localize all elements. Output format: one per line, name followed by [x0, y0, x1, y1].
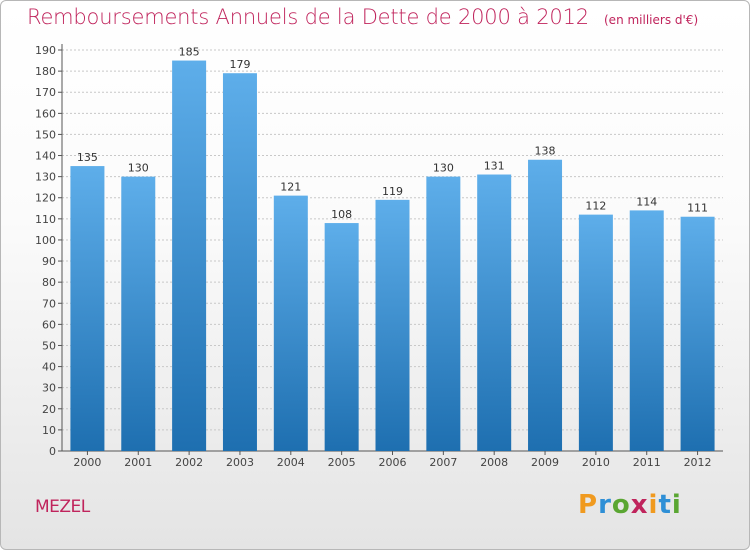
y-tick-label: 20 — [42, 403, 56, 416]
bars — [70, 60, 715, 451]
bar-2011 — [629, 210, 664, 451]
y-tick-label: 140 — [35, 150, 56, 163]
commune-name: MEZEL — [35, 497, 90, 517]
x-tick-label-2007: 2007 — [429, 456, 457, 469]
y-tick-label: 50 — [42, 339, 56, 352]
y-tick-label: 60 — [42, 318, 56, 331]
y-tick-label: 160 — [35, 107, 56, 120]
x-tick-label-2009: 2009 — [531, 456, 559, 469]
value-label-2010: 112 — [585, 200, 606, 213]
x-tick-label-2002: 2002 — [175, 456, 203, 469]
bar-2006 — [375, 199, 410, 451]
value-label-2002: 185 — [179, 46, 200, 59]
x-tick-label-2001: 2001 — [124, 456, 152, 469]
value-label-2004: 121 — [280, 181, 301, 194]
x-tick-label-2005: 2005 — [328, 456, 356, 469]
y-tick-label: 40 — [42, 361, 56, 374]
logo-letter: o — [611, 490, 631, 520]
logo-letter: r — [598, 490, 612, 520]
x-tick-label-2010: 2010 — [582, 456, 610, 469]
value-label-2001: 130 — [128, 162, 149, 175]
y-tick-label: 70 — [42, 297, 56, 310]
bar-2007 — [426, 176, 461, 451]
logo-letter: i — [671, 490, 682, 520]
logo-letter: t — [658, 490, 672, 520]
value-label-2012: 111 — [687, 202, 708, 215]
value-label-2008: 131 — [484, 160, 505, 173]
bar-2004 — [273, 195, 308, 451]
labels: 0 10 20 30 40 50 60 70 80 90 100 110 120 130 140 150 160… — [35, 44, 712, 469]
y-tick-label: 0 — [49, 445, 56, 458]
value-label-2009: 138 — [535, 145, 556, 158]
bar-2002 — [172, 60, 207, 451]
y-tick-label: 80 — [42, 276, 56, 289]
y-tick-label: 10 — [42, 424, 56, 437]
y-tick-label: 90 — [42, 255, 56, 268]
bar-2008 — [477, 174, 512, 451]
y-tick-label: 150 — [35, 128, 56, 141]
bar-2009 — [528, 159, 563, 451]
bar-2001 — [121, 176, 156, 451]
value-label-2007: 130 — [433, 162, 454, 175]
y-tick-label: 130 — [35, 171, 56, 184]
x-tick-label-2012: 2012 — [684, 456, 712, 469]
x-tick-label-2008: 2008 — [480, 456, 508, 469]
value-label-2005: 108 — [331, 208, 352, 221]
x-tick-label-2004: 2004 — [277, 456, 305, 469]
y-tick-label: 100 — [35, 234, 56, 247]
x-tick-label-2006: 2006 — [379, 456, 407, 469]
x-tick-label-2011: 2011 — [633, 456, 661, 469]
x-tick-label-2003: 2003 — [226, 456, 254, 469]
y-tick-label: 30 — [42, 382, 56, 395]
value-label-2003: 179 — [229, 58, 250, 71]
value-label-2006: 119 — [382, 185, 403, 198]
bar-2003 — [222, 73, 257, 451]
logo-letter: i — [648, 490, 659, 520]
bar-2012 — [680, 216, 715, 451]
y-tick-label: 170 — [35, 86, 56, 99]
y-tick-label: 180 — [35, 65, 56, 78]
x-tick-label-2000: 2000 — [73, 456, 101, 469]
y-tick-label: 190 — [35, 44, 56, 57]
logo-letter: x — [630, 490, 649, 520]
chart-title-text: Remboursements Annuels de la Dette de 20… — [27, 5, 589, 29]
bar-2000 — [70, 166, 105, 451]
chart-unit: (en milliers d'€) — [604, 13, 699, 27]
proxiti-logo: Proxiti — [578, 490, 682, 520]
bar-2010 — [578, 214, 613, 451]
value-label-2011: 114 — [636, 195, 657, 208]
chart-title: Remboursements Annuels de la Dette de 20… — [27, 5, 698, 29]
value-label-2000: 135 — [77, 151, 98, 164]
y-tick-label: 110 — [35, 213, 56, 226]
y-tick-label: 120 — [35, 192, 56, 205]
logo-letter: P — [578, 490, 599, 520]
bar-2005 — [324, 223, 359, 451]
